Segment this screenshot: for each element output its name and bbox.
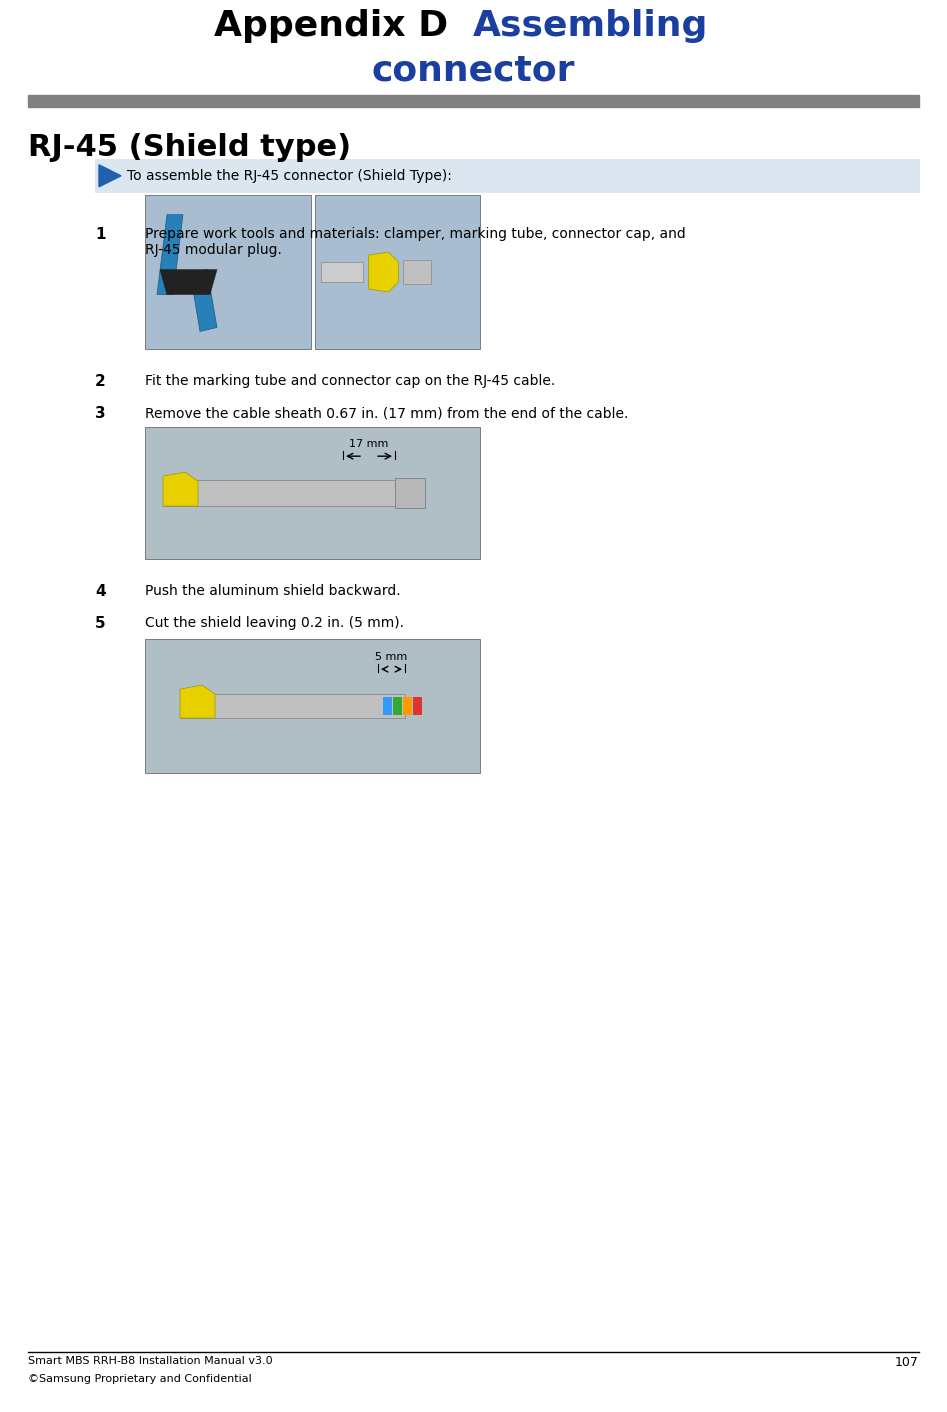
Text: Push the aluminum shield backward.: Push the aluminum shield backward. <box>145 585 401 597</box>
Bar <box>403 698 412 714</box>
Bar <box>95 158 920 193</box>
Text: 1: 1 <box>95 227 105 241</box>
Text: 107: 107 <box>895 1356 919 1370</box>
Bar <box>180 695 405 719</box>
Text: 5: 5 <box>95 616 106 631</box>
Text: 5 mm: 5 mm <box>375 652 407 662</box>
Bar <box>402 260 431 284</box>
Bar <box>393 698 402 714</box>
Text: 3: 3 <box>95 407 106 421</box>
Text: Remove the cable sheath 0.67 in. (17 mm) from the end of the cable.: Remove the cable sheath 0.67 in. (17 mm)… <box>145 407 629 421</box>
Bar <box>28 95 919 107</box>
Polygon shape <box>99 165 121 186</box>
Text: Fit the marking tube and connector cap on the RJ-45 cable.: Fit the marking tube and connector cap o… <box>145 374 555 388</box>
Bar <box>383 698 392 714</box>
Text: Assembling: Assembling <box>473 8 708 44</box>
Bar <box>145 638 480 774</box>
Bar <box>145 195 311 349</box>
Polygon shape <box>163 472 198 505</box>
Polygon shape <box>368 253 399 292</box>
Bar <box>413 698 422 714</box>
Text: Prepare work tools and materials: clamper, marking tube, connector cap, and
RJ-4: Prepare work tools and materials: clampe… <box>145 227 686 257</box>
Text: connector: connector <box>371 54 575 88</box>
Text: Smart MBS RRH-B8 Installation Manual v3.0: Smart MBS RRH-B8 Installation Manual v3.… <box>28 1356 273 1367</box>
Text: ©Samsung Proprietary and Confidential: ©Samsung Proprietary and Confidential <box>28 1374 252 1384</box>
Text: Cut the shield leaving 0.2 in. (5 mm).: Cut the shield leaving 0.2 in. (5 mm). <box>145 616 404 630</box>
Bar <box>163 480 418 505</box>
Text: To assemble the RJ-45 connector (Shield Type):: To assemble the RJ-45 connector (Shield … <box>127 169 452 182</box>
Text: Appendix D: Appendix D <box>214 8 473 44</box>
Polygon shape <box>190 270 217 332</box>
Polygon shape <box>180 685 215 719</box>
Text: RJ-45 (Shield type): RJ-45 (Shield type) <box>28 133 351 162</box>
Bar <box>320 263 363 282</box>
Text: 17 mm: 17 mm <box>349 439 388 449</box>
Bar <box>395 479 425 508</box>
Text: 2: 2 <box>95 374 106 390</box>
Polygon shape <box>157 215 183 295</box>
Polygon shape <box>160 270 217 295</box>
Bar <box>145 428 480 559</box>
Bar <box>314 195 480 349</box>
Text: 4: 4 <box>95 585 106 599</box>
